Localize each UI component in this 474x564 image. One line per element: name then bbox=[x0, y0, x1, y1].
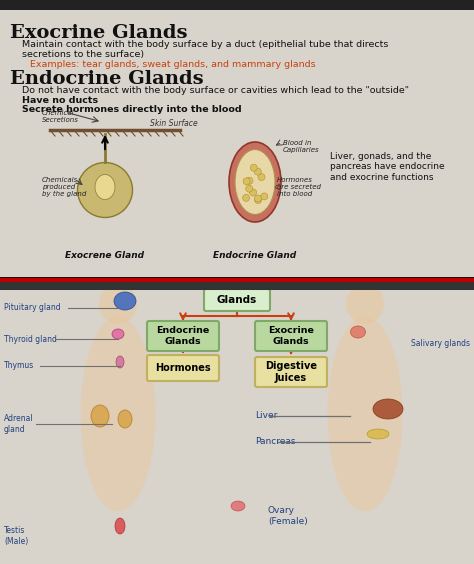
Text: Glands: Glands bbox=[217, 295, 257, 305]
Text: Skin Surface: Skin Surface bbox=[150, 119, 198, 128]
Text: Salivary glands: Salivary glands bbox=[411, 340, 470, 349]
Ellipse shape bbox=[367, 429, 389, 439]
Text: Exocrine Glands: Exocrine Glands bbox=[10, 24, 188, 42]
Ellipse shape bbox=[246, 185, 253, 192]
Ellipse shape bbox=[235, 149, 275, 214]
Ellipse shape bbox=[114, 292, 136, 310]
Text: Thyroid gland: Thyroid gland bbox=[4, 334, 57, 343]
FancyBboxPatch shape bbox=[147, 355, 219, 381]
Text: Do not have contact with the body surface or cavities which lead to the "outside: Do not have contact with the body surfac… bbox=[22, 86, 409, 95]
Ellipse shape bbox=[229, 142, 281, 222]
Ellipse shape bbox=[255, 196, 262, 204]
Bar bbox=[0, 0, 474, 10]
Ellipse shape bbox=[373, 399, 403, 419]
Ellipse shape bbox=[118, 410, 132, 428]
Text: Testis
(Male): Testis (Male) bbox=[4, 526, 28, 546]
Ellipse shape bbox=[78, 162, 133, 218]
Text: Pituitary gland: Pituitary gland bbox=[4, 303, 61, 312]
Ellipse shape bbox=[99, 284, 137, 324]
Text: Exocrene Gland: Exocrene Gland bbox=[65, 251, 145, 260]
Text: Liver: Liver bbox=[255, 412, 277, 421]
Text: Maintain contact with the body surface by a duct (epithelial tube that directs: Maintain contact with the body surface b… bbox=[22, 40, 388, 49]
Text: Secrete hormones directly into the blood: Secrete hormones directly into the blood bbox=[22, 105, 242, 114]
Ellipse shape bbox=[115, 518, 125, 534]
Text: Chemical
Secretions: Chemical Secretions bbox=[42, 110, 79, 123]
Text: Exocrine
Glands: Exocrine Glands bbox=[268, 326, 314, 346]
Ellipse shape bbox=[243, 195, 250, 201]
Text: Blood in
Capillaries: Blood in Capillaries bbox=[283, 140, 319, 153]
Ellipse shape bbox=[350, 326, 365, 338]
Text: Chemicals
produced
by the gland: Chemicals produced by the gland bbox=[42, 177, 86, 197]
Ellipse shape bbox=[116, 356, 124, 368]
Text: Adrenal
gland: Adrenal gland bbox=[4, 415, 34, 434]
FancyBboxPatch shape bbox=[255, 357, 327, 387]
Text: Have no ducts: Have no ducts bbox=[22, 96, 98, 105]
Ellipse shape bbox=[255, 195, 262, 202]
Ellipse shape bbox=[261, 193, 268, 200]
Text: Examples: tear glands, sweat glands, and mammary glands: Examples: tear glands, sweat glands, and… bbox=[30, 60, 316, 69]
Ellipse shape bbox=[328, 316, 402, 512]
Text: Digestive
Juices: Digestive Juices bbox=[265, 361, 317, 383]
Ellipse shape bbox=[346, 284, 384, 324]
Ellipse shape bbox=[243, 178, 250, 185]
FancyBboxPatch shape bbox=[255, 321, 327, 351]
FancyBboxPatch shape bbox=[147, 321, 219, 351]
Ellipse shape bbox=[81, 316, 155, 512]
Text: Endocrine Glands: Endocrine Glands bbox=[10, 70, 204, 88]
Ellipse shape bbox=[91, 405, 109, 427]
Ellipse shape bbox=[231, 501, 245, 511]
FancyBboxPatch shape bbox=[204, 289, 270, 311]
Text: secretions to the surface): secretions to the surface) bbox=[22, 50, 144, 59]
Text: Thymus: Thymus bbox=[4, 362, 34, 371]
Text: Endocrine Gland: Endocrine Gland bbox=[213, 251, 297, 260]
Ellipse shape bbox=[258, 174, 265, 180]
Ellipse shape bbox=[250, 164, 257, 171]
Text: Ovary
(Female): Ovary (Female) bbox=[268, 506, 308, 526]
Ellipse shape bbox=[246, 177, 253, 184]
Text: Hormones: Hormones bbox=[155, 363, 211, 373]
Ellipse shape bbox=[255, 168, 261, 175]
Text: Pancreas: Pancreas bbox=[255, 438, 295, 447]
Ellipse shape bbox=[250, 189, 256, 196]
Text: Endocrine
Glands: Endocrine Glands bbox=[156, 326, 210, 346]
Bar bbox=[0, 282, 474, 290]
Ellipse shape bbox=[95, 174, 115, 200]
Ellipse shape bbox=[112, 329, 124, 339]
Text: Liver, gonads, and the
pancreas have endocrine
and exocrine functions: Liver, gonads, and the pancreas have end… bbox=[330, 152, 445, 182]
Text: Hormones
are secreted
into blood: Hormones are secreted into blood bbox=[277, 177, 321, 197]
Bar bbox=[0, 277, 474, 282]
